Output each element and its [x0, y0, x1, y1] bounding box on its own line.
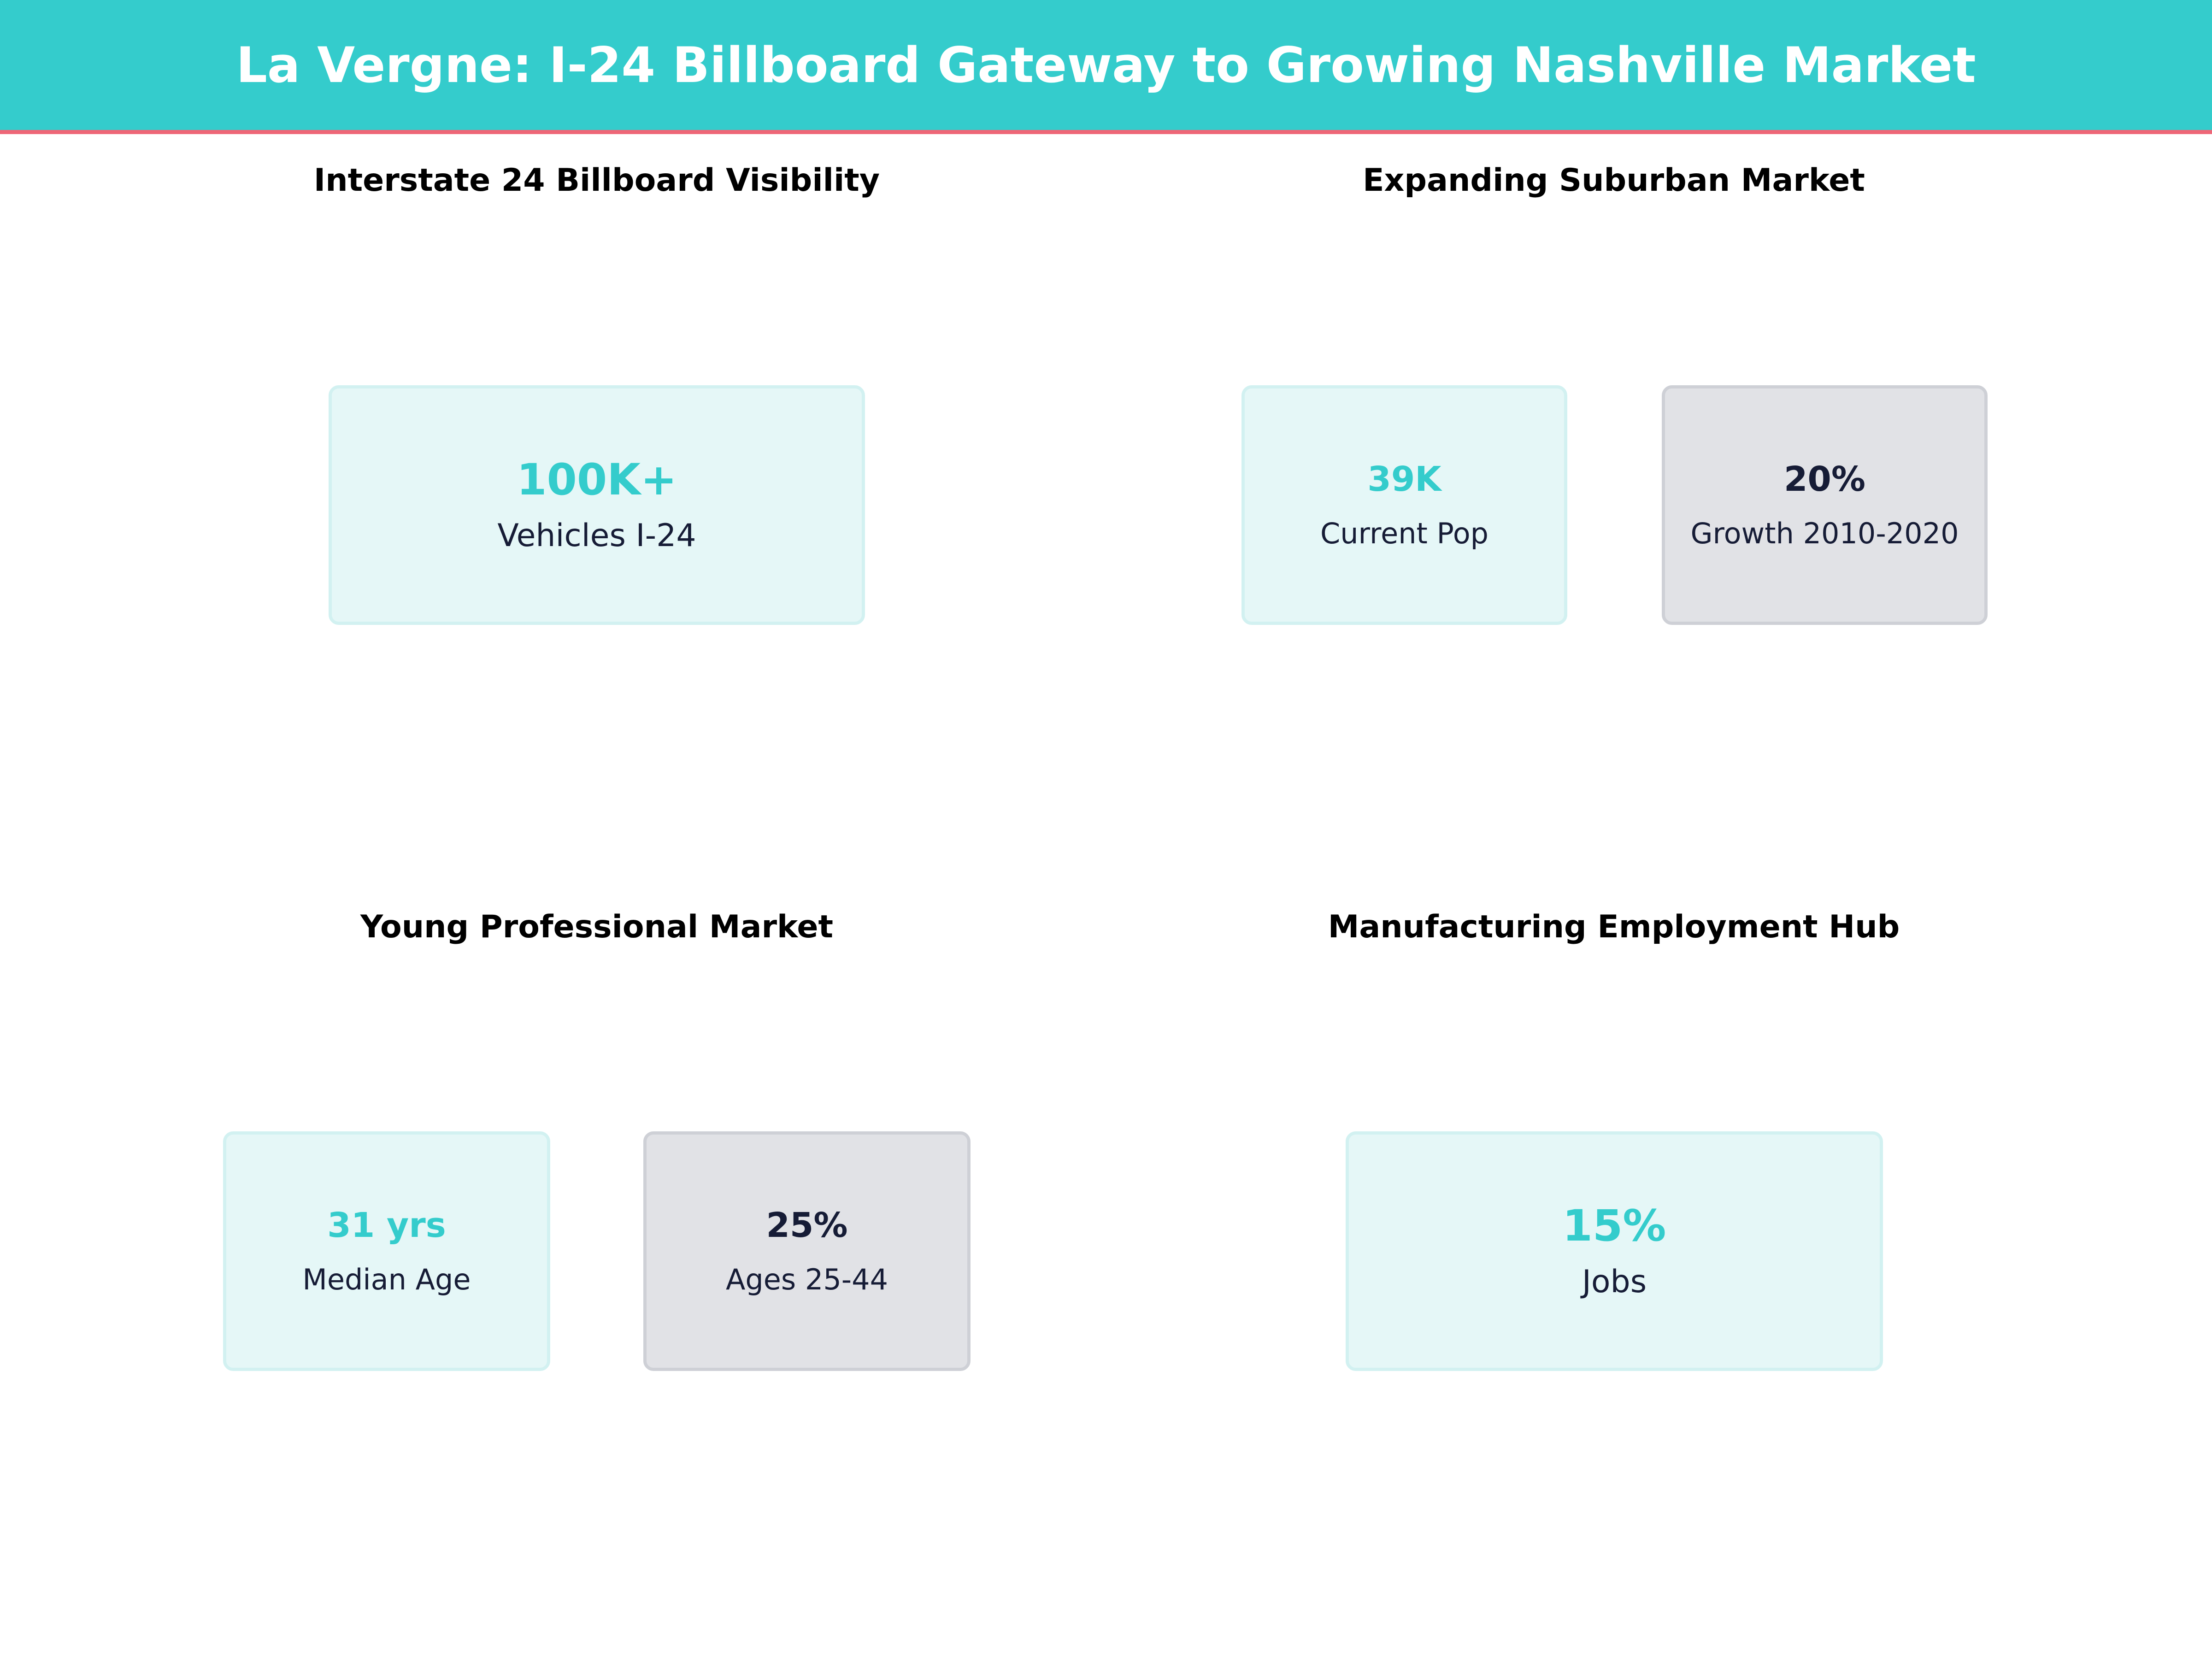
stat-card-population: 39K Current Pop	[1241, 385, 1567, 625]
page-title: La Vergne: I-24 Billboard Gateway to Gro…	[236, 36, 1976, 94]
stat-label: Growth 2010-2020	[1690, 517, 1959, 550]
stat-card-ages: 25% Ages 25-44	[643, 1131, 971, 1371]
stat-card-median-age: 31 yrs Median Age	[223, 1131, 550, 1371]
stat-card-jobs: 15% Jobs	[1346, 1131, 1883, 1371]
stat-label: Ages 25-44	[725, 1263, 888, 1296]
stat-value: 39K	[1367, 459, 1441, 499]
stat-value: 20%	[1783, 459, 1866, 499]
stat-label: Vehicles I-24	[497, 518, 696, 554]
panel-title-billboard: Interstate 24 Billboard Visibility	[313, 162, 880, 199]
stat-label: Jobs	[1582, 1264, 1647, 1300]
panel-title-young-professional: Young Professional Market	[360, 909, 834, 945]
stat-value: 15%	[1562, 1201, 1666, 1251]
panel-title-suburban: Expanding Suburban Market	[1363, 162, 1865, 199]
stat-value: 100K+	[517, 455, 677, 505]
stat-value: 31 yrs	[327, 1206, 446, 1245]
stat-label: Median Age	[302, 1263, 471, 1296]
panel-title-manufacturing: Manufacturing Employment Hub	[1328, 909, 1900, 945]
header-banner: La Vergne: I-24 Billboard Gateway to Gro…	[0, 0, 2212, 134]
stat-card-growth: 20% Growth 2010-2020	[1662, 385, 1988, 625]
stat-value: 25%	[766, 1206, 848, 1245]
stat-card-vehicles: 100K+ Vehicles I-24	[329, 385, 865, 625]
stat-label: Current Pop	[1320, 517, 1489, 550]
